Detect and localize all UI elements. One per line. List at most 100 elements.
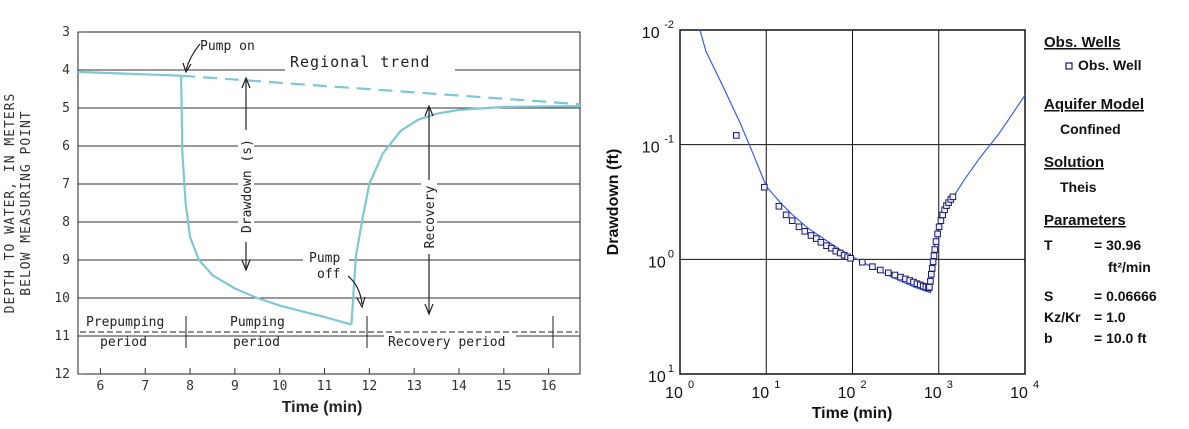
theis-x-tick-label: 10	[1010, 385, 1028, 402]
hydrograph-series-line	[180, 75, 352, 326]
regional-trend-label: Regional trend	[290, 53, 430, 71]
pumping-label-line-2: period	[233, 335, 280, 350]
pump-off-label-line-1: Pump	[309, 251, 340, 266]
pump-on-label-bg	[196, 36, 276, 58]
hydrograph-x-tick-label: 7	[141, 379, 149, 394]
observation-point	[733, 132, 740, 139]
recovery-period-label-bg	[384, 334, 516, 349]
observation-point	[801, 228, 809, 235]
hydrograph-y-tick-label: 10	[54, 291, 70, 306]
observation-point	[817, 239, 825, 246]
hydrograph-y-tick-label: 6	[62, 139, 70, 154]
hydrograph-x-tick-label: 16	[541, 379, 557, 394]
param-t-key: T	[1044, 237, 1053, 253]
theis-y-tick-exponent: 0	[668, 248, 674, 260]
hydrograph-x-ticks: 6 7 8 9 10 11 12 13 14 15 16	[96, 368, 556, 394]
hydrograph-y-tick-label: 9	[62, 253, 70, 268]
observation-point	[928, 265, 936, 272]
observation-point	[949, 193, 957, 201]
obs-wells-heading: Obs. Wells	[1044, 34, 1120, 51]
hydrograph-x-tick-label: 15	[496, 379, 512, 394]
observation-point	[932, 238, 940, 245]
theis-observations	[733, 132, 957, 292]
pump-off-label-bg	[303, 246, 349, 284]
theis-y-tick-label: 10	[642, 25, 660, 42]
pump-off-arrowhead	[356, 296, 366, 309]
hydrograph-series	[77, 70, 581, 326]
observation-point	[877, 266, 884, 274]
hydrograph-y-axis-label-line-1: DEPTH TO WATER, IN METERS	[3, 93, 18, 314]
param-s-key: S	[1044, 288, 1053, 304]
observation-point	[935, 223, 943, 231]
recovery-period-label: Recovery period	[388, 335, 505, 350]
param-t-value: = 30.96	[1094, 237, 1141, 253]
theis-x-tick-exponent: 0	[688, 379, 694, 391]
aquifer-model-value: Confined	[1060, 121, 1121, 137]
theis-x-tick-label: 10	[924, 385, 942, 402]
observation-point	[926, 283, 933, 291]
solution-heading: Solution	[1044, 154, 1104, 171]
observation-point	[937, 217, 945, 224]
recovery-label-bg	[421, 180, 437, 254]
observation-point	[807, 232, 815, 239]
aquifer-model-heading: Aquifer Model	[1044, 96, 1144, 113]
theis-y-tick-exponent: 1	[668, 363, 674, 375]
observation-point	[929, 258, 937, 266]
pump-on-arrowhead	[182, 62, 192, 74]
drawdown-arrow-top	[241, 76, 251, 89]
param-b-value: = 10.0 ft	[1094, 330, 1147, 346]
observation-point	[891, 271, 899, 279]
hydrograph-series-line	[350, 105, 581, 325]
hydrograph-plot-frame	[77, 31, 581, 375]
pump-off-arrow	[347, 275, 363, 305]
theis-x-tick-label: 10	[665, 385, 683, 402]
hydrograph-x-tick-label: 13	[406, 379, 422, 394]
theis-x-tick-label: 10	[751, 385, 769, 402]
param-kzkr-value: = 1.0	[1094, 309, 1126, 325]
theis-y-axis-label: Drawdown (ft)	[605, 149, 622, 256]
observation-point	[931, 246, 939, 253]
observation-point	[927, 277, 934, 285]
hydrograph-x-axis-label: Time (min)	[282, 399, 363, 416]
theis-plot-frame	[679, 29, 1026, 375]
hydrograph-y-tick-label: 12	[54, 367, 70, 382]
hydrograph-y-tick-label: 8	[62, 215, 70, 230]
theis-gridlines	[680, 30, 1025, 374]
param-t-units: ft²/min	[1108, 259, 1151, 275]
hydrograph-y-tick-label: 7	[62, 177, 70, 192]
hydrograph-y-tick-label: 11	[54, 329, 70, 344]
observation-point	[795, 223, 803, 231]
parameters-heading: Parameters	[1044, 212, 1126, 229]
observation-point	[859, 258, 866, 266]
theis-y-tick-label: 10	[648, 369, 666, 386]
theis-x-tick-exponent: 1	[774, 379, 780, 391]
observation-point	[928, 271, 935, 278]
observation-point	[788, 217, 796, 224]
theis-y-tick-exponent: -1	[664, 134, 674, 146]
pumping-label-line-1: Pumping	[230, 315, 285, 330]
hydrograph-gridlines	[78, 69, 580, 337]
regional-trend-label-bg	[285, 50, 455, 74]
pump-off-label-line-2: off	[317, 267, 340, 282]
theis-x-tick-label: 10	[838, 385, 856, 402]
theis-x-axis-label: Time (min)	[812, 405, 893, 422]
param-kzkr-key: Kz/Kr	[1044, 309, 1081, 325]
observation-point	[930, 252, 938, 259]
observation-point	[847, 255, 854, 262]
legend-panel: Obs. Wells Obs. Well Aquifer Model Confi…	[1044, 34, 1157, 346]
solution-value: Theis	[1060, 179, 1097, 195]
observation-point	[775, 203, 783, 210]
regional-trend-line	[181, 74, 581, 106]
theis-x-ticks: 10 0 10 1 10 2 10 3 10 4	[665, 379, 1039, 402]
drawdown-label: Drawdown (s)	[240, 139, 255, 233]
observation-point	[885, 269, 892, 277]
hydrograph-x-tick-label: 6	[96, 379, 104, 394]
param-s-value: = 0.06666	[1094, 288, 1157, 304]
hydrograph-x-tick-label: 8	[186, 379, 194, 394]
theis-y-tick-exponent: -2	[664, 19, 674, 31]
hydrograph-x-tick-label: 14	[451, 379, 467, 394]
hydrograph-x-tick-label: 10	[272, 379, 288, 394]
hydrograph-series-line	[77, 70, 182, 77]
prepumping-label-line-2: period	[100, 335, 147, 350]
